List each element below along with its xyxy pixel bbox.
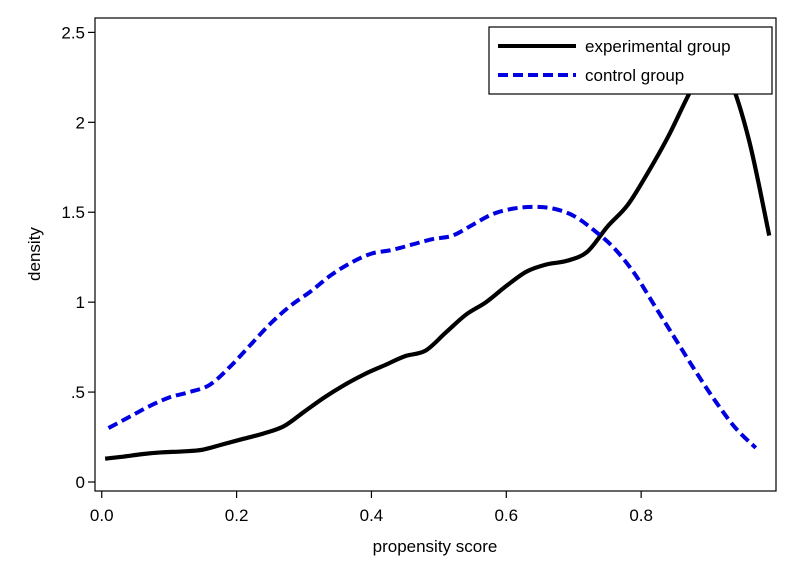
y-tick-label: 1 [76,293,85,312]
x-tick-label: 0.6 [494,506,518,525]
series-layer [104,54,772,461]
x-axis-title: propensity score [373,537,498,556]
y-tick-label: 1.5 [61,203,85,222]
x-tick-label: 0.2 [225,506,249,525]
y-tick-label: 2 [76,113,85,132]
x-tick-label: 0.0 [90,506,114,525]
y-axis-title: density [25,227,44,281]
legend: experimental group control group [488,26,773,95]
plot-area [94,17,777,492]
y-tick-label: 2.5 [61,23,85,42]
y-tick-label: .5 [71,383,85,402]
y-axis: 0 .5 1 1.5 2 2.5 [61,23,95,492]
y-tick-label: 0 [76,473,85,492]
legend-label-experimental-group: experimental group [585,37,731,56]
series-line-experimental-group [104,54,772,461]
series-line-control-group [107,204,758,450]
legend-box [488,26,773,95]
x-tick-label: 0.4 [360,506,384,525]
x-axis: 0.0 0.2 0.4 0.6 0.8 [90,491,653,525]
legend-label-control-group: control group [585,66,684,85]
x-tick-label: 0.8 [629,506,653,525]
